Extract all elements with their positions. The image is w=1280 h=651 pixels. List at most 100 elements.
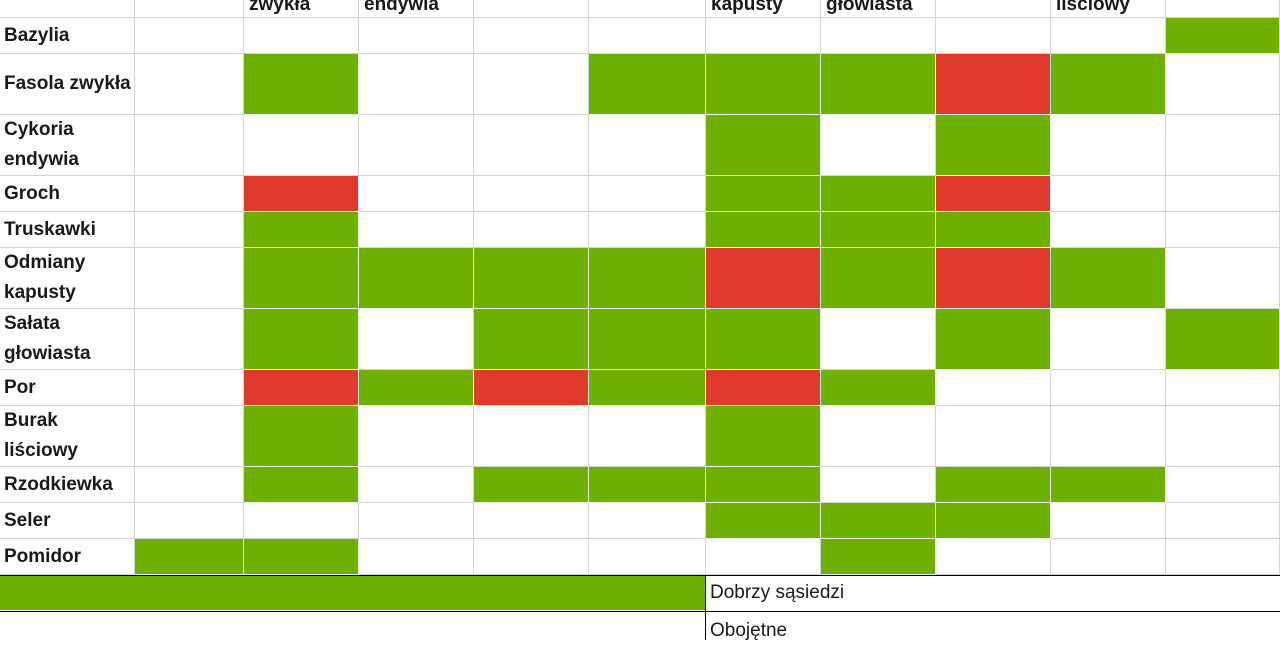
cell-good[interactable] [936,503,1051,539]
row-label[interactable]: Seler [0,503,135,539]
row-label[interactable]: Truskawki [0,212,135,248]
cell-good[interactable] [589,370,706,406]
row-label[interactable]: Groch [0,176,135,212]
cell-good[interactable] [244,539,359,575]
row-label[interactable]: Por [0,370,135,406]
cell-good[interactable] [706,54,821,115]
cell-neutral[interactable] [1051,212,1166,248]
cell-good[interactable] [936,309,1051,370]
cell-neutral[interactable] [359,18,474,54]
cell-good[interactable] [244,467,359,503]
column-header-cell[interactable] [359,0,474,18]
cell-neutral[interactable] [135,176,244,212]
cell-neutral[interactable] [135,503,244,539]
cell-good[interactable] [821,539,936,575]
cell-good[interactable] [1166,309,1280,370]
cell-neutral[interactable] [474,176,589,212]
column-header-cell[interactable] [1166,0,1280,18]
cell-neutral[interactable] [589,503,706,539]
cell-bad[interactable] [936,248,1051,309]
legend-label[interactable]: Dobrzy sąsiedzi [710,581,845,603]
cell-good[interactable] [244,406,359,467]
cell-good[interactable] [1051,248,1166,309]
cell-neutral[interactable] [135,467,244,503]
cell-bad[interactable] [706,248,821,309]
cell-good[interactable] [244,54,359,115]
cell-good[interactable] [589,467,706,503]
cell-good[interactable] [135,539,244,575]
legend-swatch-good[interactable] [0,575,706,610]
cell-neutral[interactable] [1051,370,1166,406]
cell-good[interactable] [706,309,821,370]
cell-neutral[interactable] [821,309,936,370]
cell-neutral[interactable] [1166,370,1280,406]
legend-swatch-neutral[interactable] [0,611,706,651]
cell-neutral[interactable] [359,467,474,503]
cell-good[interactable] [936,115,1051,176]
cell-neutral[interactable] [135,54,244,115]
cell-neutral[interactable] [706,18,821,54]
cell-bad[interactable] [936,54,1051,115]
cell-neutral[interactable] [1166,176,1280,212]
cell-neutral[interactable] [474,539,589,575]
column-header-cell[interactable] [244,0,359,18]
cell-good[interactable] [936,467,1051,503]
cell-good[interactable] [706,467,821,503]
cell-good[interactable] [474,467,589,503]
cell-neutral[interactable] [135,115,244,176]
cell-neutral[interactable] [474,406,589,467]
cell-good[interactable] [706,406,821,467]
cell-neutral[interactable] [821,18,936,54]
cell-good[interactable] [244,248,359,309]
cell-good[interactable] [589,248,706,309]
column-header-cell[interactable] [821,0,936,18]
cell-neutral[interactable] [1166,248,1280,309]
cell-good[interactable] [821,54,936,115]
cell-neutral[interactable] [359,539,474,575]
cell-neutral[interactable] [359,176,474,212]
cell-good[interactable] [706,212,821,248]
cell-bad[interactable] [474,370,589,406]
cell-neutral[interactable] [589,539,706,575]
cell-neutral[interactable] [1166,212,1280,248]
row-label[interactable]: Sałata głowiasta [0,309,135,370]
cell-good[interactable] [706,176,821,212]
legend-label[interactable]: Obojętne [710,620,788,641]
cell-neutral[interactable] [936,370,1051,406]
cell-neutral[interactable] [474,54,589,115]
corner-cell[interactable] [0,0,135,18]
cell-neutral[interactable] [936,406,1051,467]
cell-good[interactable] [706,503,821,539]
cell-good[interactable] [589,54,706,115]
cell-neutral[interactable] [244,115,359,176]
cell-good[interactable] [589,309,706,370]
cell-neutral[interactable] [1166,539,1280,575]
cell-bad[interactable] [706,370,821,406]
cell-good[interactable] [1051,467,1166,503]
cell-neutral[interactable] [706,539,821,575]
column-header-cell[interactable] [936,0,1051,18]
cell-good[interactable] [706,115,821,176]
cell-good[interactable] [821,176,936,212]
row-label[interactable]: Fasola zwykła [0,54,135,115]
cell-neutral[interactable] [474,212,589,248]
cell-good[interactable] [821,248,936,309]
cell-good[interactable] [1051,54,1166,115]
cell-neutral[interactable] [359,503,474,539]
cell-neutral[interactable] [1051,115,1166,176]
cell-bad[interactable] [936,176,1051,212]
column-header-cell[interactable] [474,0,589,18]
cell-neutral[interactable] [474,503,589,539]
cell-good[interactable] [244,309,359,370]
cell-good[interactable] [474,309,589,370]
cell-neutral[interactable] [1051,539,1166,575]
cell-neutral[interactable] [244,18,359,54]
row-label[interactable]: Bazylia [0,18,135,54]
cell-neutral[interactable] [936,18,1051,54]
row-label[interactable]: Pomidor [0,539,135,575]
cell-neutral[interactable] [589,115,706,176]
cell-neutral[interactable] [474,115,589,176]
column-header-cell[interactable] [135,0,244,18]
cell-neutral[interactable] [244,503,359,539]
cell-neutral[interactable] [1166,503,1280,539]
